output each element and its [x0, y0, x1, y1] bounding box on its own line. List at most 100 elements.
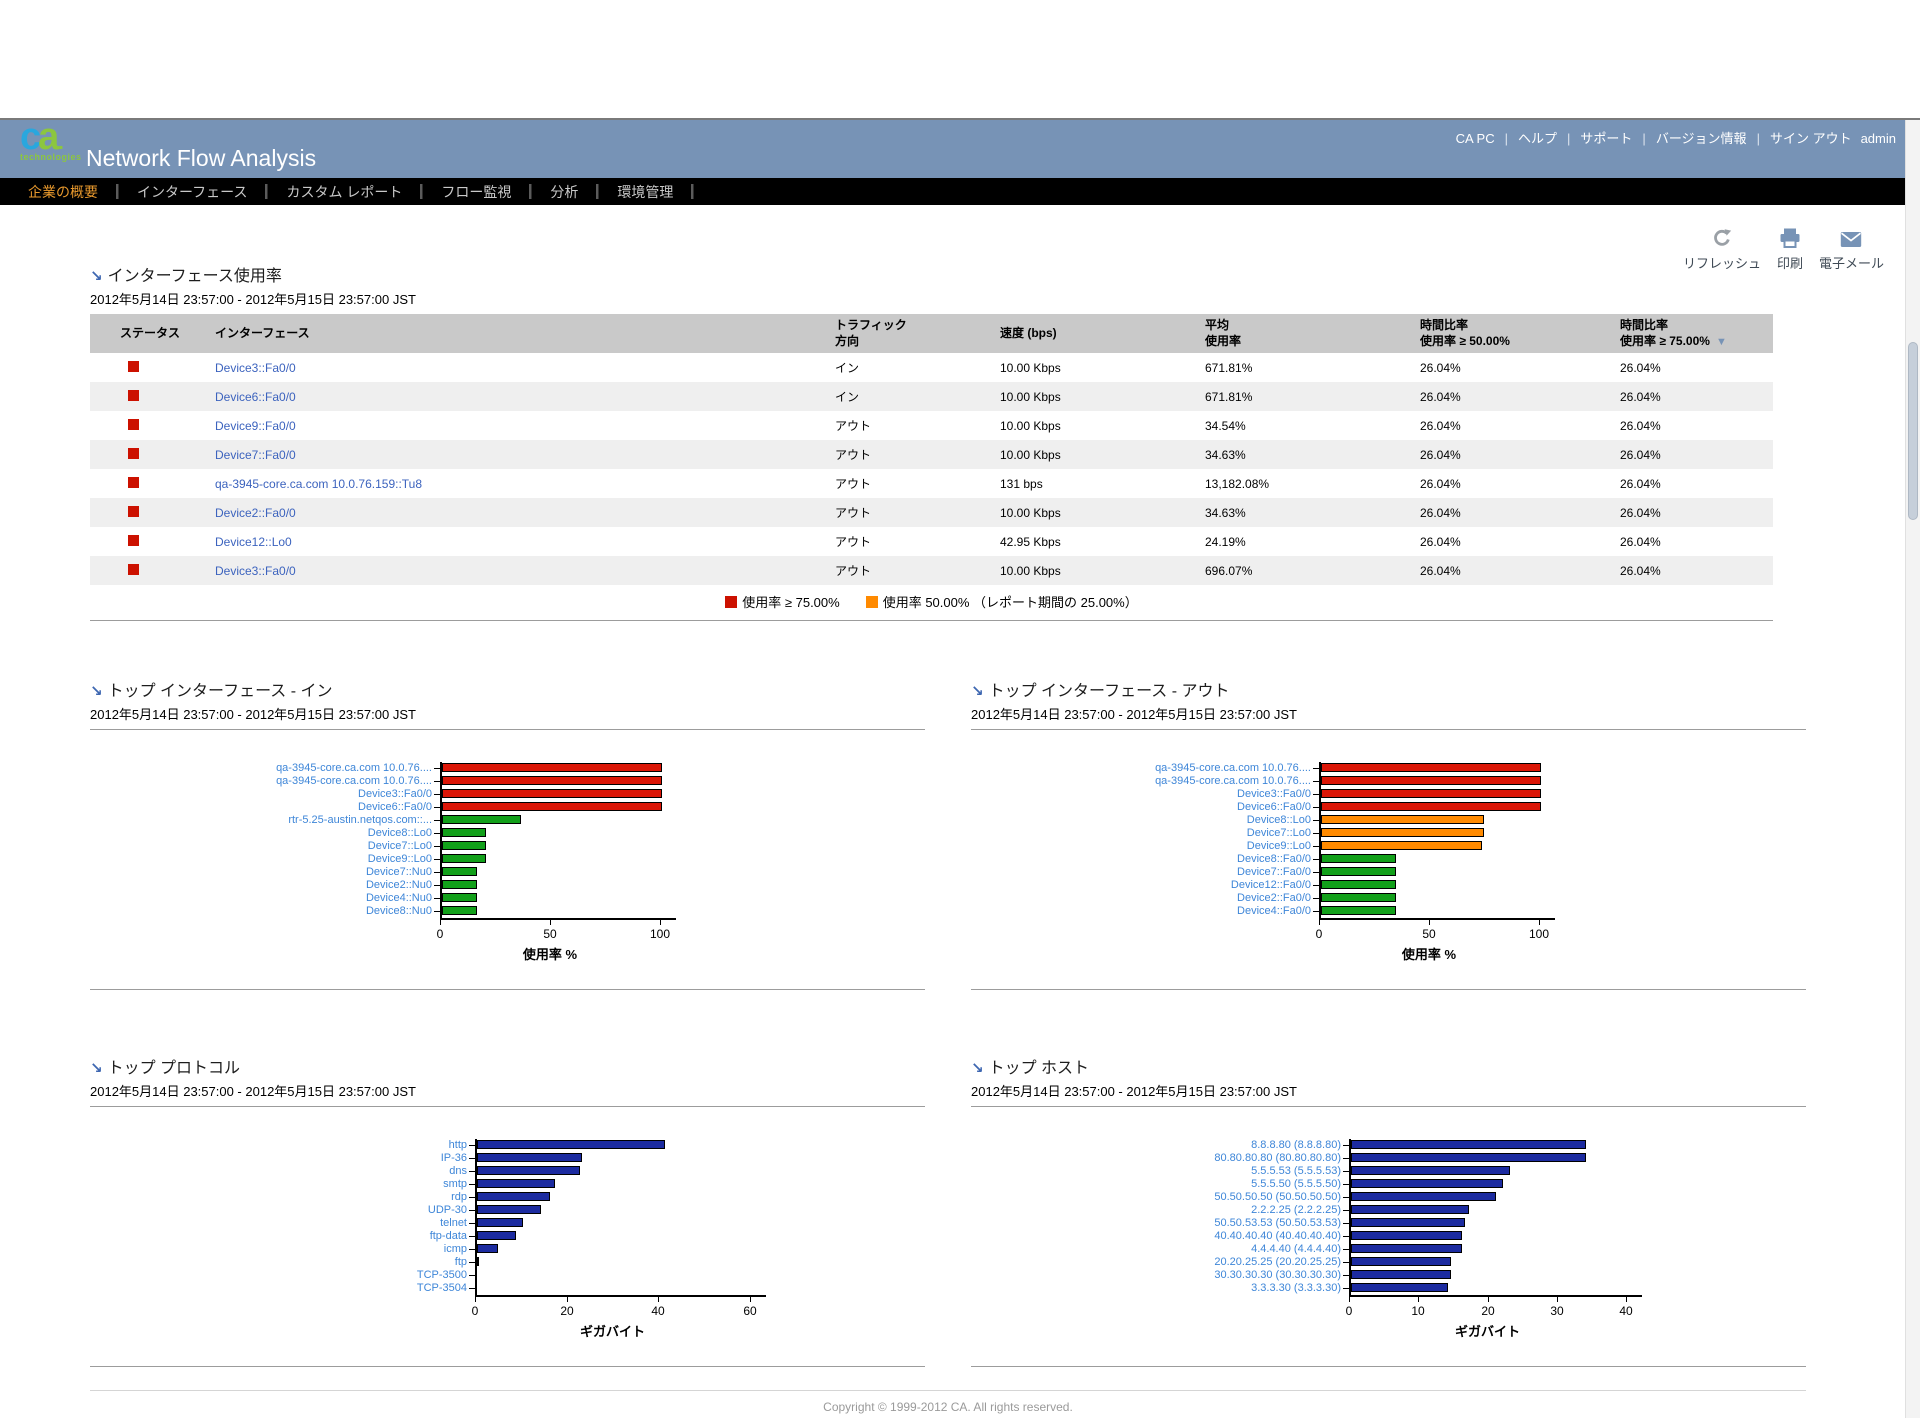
chart-bar-label[interactable]: qa-3945-core.ca.com 10.0.76.... — [1155, 762, 1311, 775]
chart-bar-label[interactable]: UDP-30 — [427, 1204, 467, 1217]
chart-bar-label[interactable]: 50.50.53.53 (50.50.53.53) — [1214, 1217, 1341, 1230]
interface-cell: Device7::Fa0/0 — [215, 440, 835, 469]
chart-bar-row — [1313, 840, 1539, 853]
y-axis-tick — [469, 1145, 475, 1147]
x-axis-title: ギガバイト — [1454, 1324, 1520, 1340]
chart-bar-label[interactable]: 8.8.8.80 (8.8.8.80) — [1251, 1139, 1341, 1152]
expand-arrow-icon[interactable]: ↘ — [90, 268, 103, 285]
chart-bar-label[interactable]: 50.50.50.50 (50.50.50.50) — [1214, 1191, 1341, 1204]
interface-link[interactable]: Device3::Fa0/0 — [215, 563, 296, 578]
tab-2[interactable]: カスタム レポート — [286, 183, 403, 200]
chart-bar-label[interactable]: Device4::Fa0/0 — [1237, 905, 1311, 918]
chart-bar-label[interactable]: Device4::Nu0 — [365, 892, 432, 905]
chart-bar-label[interactable]: smtp — [443, 1178, 467, 1191]
status-cell — [90, 498, 215, 527]
column-header-2[interactable]: トラフィック 方向 — [835, 314, 1000, 354]
chart-bar-label[interactable]: qa-3945-core.ca.com 10.0.76.... — [276, 775, 432, 788]
chart-bar-label[interactable]: 3.3.3.30 (3.3.3.30) — [1251, 1282, 1341, 1295]
chart-date-range: 2012年5月14日 23:57:00 - 2012年5月15日 23:57:0… — [90, 1084, 416, 1100]
header-link-4[interactable]: サイン アウト — [1769, 131, 1852, 146]
tab-1[interactable]: インターフェース — [137, 183, 248, 200]
expand-arrow-icon[interactable]: ↘ — [971, 683, 984, 701]
chart-bar-row — [434, 866, 660, 879]
tab-separator — [420, 184, 424, 199]
chart-bar-label[interactable]: ftp-data — [429, 1230, 467, 1243]
chart-bar-label[interactable]: 20.20.25.25 (20.20.25.25) — [1214, 1256, 1341, 1269]
chart-bar-label[interactable]: Device8::Fa0/0 — [1237, 853, 1311, 866]
chart-bar-label[interactable]: dns — [449, 1165, 467, 1178]
header-link-1[interactable]: ヘルプ — [1518, 131, 1558, 146]
chart-bar-label[interactable]: Device9::Lo0 — [1246, 840, 1311, 853]
chart-bar-label[interactable]: Device8::Lo0 — [1246, 814, 1311, 827]
chart-bar-label[interactable]: Device8::Nu0 — [365, 905, 432, 918]
chart-bar-label[interactable]: Device9::Lo0 — [367, 853, 432, 866]
header-link-2[interactable]: サポート — [1580, 131, 1633, 146]
chart-bar-label[interactable]: Device2::Nu0 — [365, 879, 432, 892]
chart-bar-label[interactable]: http — [448, 1139, 467, 1152]
chart-bar-label[interactable]: 2.2.2.25 (2.2.2.25) — [1251, 1204, 1341, 1217]
email-button[interactable]: 電子メール — [1819, 231, 1884, 272]
chart-bar-label[interactable]: Device2::Fa0/0 — [1237, 892, 1311, 905]
chart-bar-label[interactable]: 40.40.40.40 (40.40.40.40) — [1214, 1230, 1341, 1243]
chart-bar-label[interactable]: 5.5.5.53 (5.5.5.53) — [1251, 1165, 1341, 1178]
bar — [1321, 802, 1541, 812]
header-link-0[interactable]: CA PC — [1455, 131, 1495, 146]
chart-bar-label[interactable]: Device8::Lo0 — [367, 827, 432, 840]
chart-bar-label[interactable]: icmp — [443, 1243, 467, 1256]
column-header-1[interactable]: インターフェース — [215, 314, 835, 354]
interface-link[interactable]: Device6::Fa0/0 — [215, 389, 296, 404]
tab-0[interactable]: 企業の概要 — [28, 183, 98, 200]
interface-link[interactable]: Device2::Fa0/0 — [215, 505, 296, 520]
tab-3[interactable]: フロー監視 — [441, 183, 512, 200]
chart-bar-label[interactable]: qa-3945-core.ca.com 10.0.76.... — [276, 762, 432, 775]
tab-4[interactable]: 分析 — [550, 183, 579, 200]
chart-bar-label[interactable]: Device6::Fa0/0 — [358, 801, 432, 814]
chart-bar-label[interactable]: Device7::Fa0/0 — [1237, 866, 1311, 879]
expand-arrow-icon[interactable]: ↘ — [90, 683, 103, 701]
scrollbar-thumb[interactable] — [1908, 342, 1918, 520]
interface-link[interactable]: Device3::Fa0/0 — [215, 360, 296, 375]
chart-bar-row — [434, 762, 662, 775]
interface-link[interactable]: Device12::Lo0 — [215, 534, 292, 549]
expand-arrow-icon[interactable]: ↘ — [971, 1060, 984, 1078]
column-header-6[interactable]: 時間比率 使用率 ≥ 75.00% ▼ — [1620, 314, 1773, 354]
interface-link[interactable]: qa-3945-core.ca.com 10.0.76.159::Tu8 — [215, 476, 423, 491]
chart-bar-label[interactable]: TCP-3504 — [416, 1282, 467, 1295]
chart-bar-label[interactable]: Device12::Fa0/0 — [1230, 879, 1311, 892]
chart-bar-label[interactable]: telnet — [440, 1217, 467, 1230]
chart-bar-label[interactable]: TCP-3500 — [416, 1269, 467, 1282]
chart-bar-label[interactable]: ftp — [454, 1256, 467, 1269]
refresh-button[interactable]: リフレッシュ — [1683, 228, 1761, 272]
expand-arrow-icon[interactable]: ↘ — [90, 1060, 103, 1078]
interface-link[interactable]: Device9::Fa0/0 — [215, 418, 296, 433]
column-header-4[interactable]: 平均 使用率 — [1205, 314, 1420, 354]
tab-5[interactable]: 環境管理 — [617, 183, 674, 200]
main-content: ↘ インターフェース使用率 2012年5月14日 23:57:00 - 2012年… — [90, 262, 1806, 1368]
sort-desc-icon[interactable]: ▼ — [1715, 335, 1727, 348]
interface-link[interactable]: Device7::Fa0/0 — [215, 447, 296, 462]
chart-bar-label[interactable]: Device7::Nu0 — [365, 866, 432, 879]
chart-bar-label[interactable]: Device7::Lo0 — [367, 840, 432, 853]
chart-bar-label[interactable]: qa-3945-core.ca.com 10.0.76.... — [1155, 775, 1311, 788]
chart-bar-label[interactable]: Device7::Lo0 — [1246, 827, 1311, 840]
print-button[interactable]: 印刷 — [1777, 228, 1803, 272]
chart-bar-label[interactable]: 5.5.5.50 (5.5.5.50) — [1251, 1178, 1341, 1191]
chart-bar-label[interactable]: 30.30.30.30 (30.30.30.30) — [1214, 1269, 1341, 1282]
column-header-0[interactable]: ステータス — [90, 314, 215, 354]
chart-bar-row — [1343, 1139, 1626, 1152]
status-cell — [90, 411, 215, 440]
chart-bar-label[interactable]: 4.4.4.40 (4.4.4.40) — [1251, 1243, 1341, 1256]
column-header-3[interactable]: 速度 (bps) — [1000, 314, 1205, 354]
chart-bar-label[interactable]: rdp — [451, 1191, 467, 1204]
header-link-3[interactable]: バージョン情報 — [1655, 131, 1747, 146]
chart-bar-label[interactable]: Device3::Fa0/0 — [1237, 788, 1311, 801]
chart-bar-label[interactable]: rtr-5.25-austin.netqos.com::... — [288, 814, 432, 827]
chart-bar-label[interactable]: IP-36 — [440, 1152, 467, 1165]
chart-bar-label[interactable]: Device3::Fa0/0 — [358, 788, 432, 801]
column-header-5[interactable]: 時間比率 使用率 ≥ 50.00% — [1420, 314, 1620, 354]
chart-bar-label[interactable]: 80.80.80.80 (80.80.80.80) — [1214, 1152, 1341, 1165]
chart-title-hosts: ↘ トップ ホスト — [971, 1054, 1806, 1078]
vertical-scrollbar[interactable] — [1905, 120, 1920, 1418]
chart-bar-label[interactable]: Device6::Fa0/0 — [1237, 801, 1311, 814]
chart-bar-row — [1343, 1178, 1626, 1191]
